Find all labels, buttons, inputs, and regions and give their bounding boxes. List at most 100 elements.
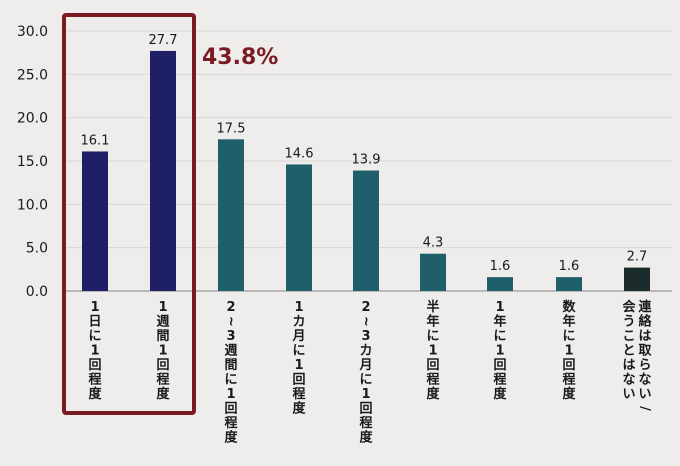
category-char: 日 <box>88 315 101 330</box>
category-char: 程 <box>88 373 101 388</box>
category-char: 週 <box>156 315 169 330</box>
category-char: 年 <box>493 314 506 330</box>
category-char: 間 <box>156 329 169 344</box>
category-char: 1 <box>294 300 303 315</box>
category-char: 程 <box>359 416 372 431</box>
data-label: 4.3 <box>423 236 444 251</box>
data-label: 1.6 <box>559 259 580 274</box>
category-char: 1 <box>495 300 504 315</box>
category-char: カ <box>359 344 372 359</box>
category-char: 程 <box>156 373 169 388</box>
y-tick-label: 5.0 <box>26 241 48 257</box>
category-char: 回 <box>292 373 305 388</box>
category-char: 度 <box>426 386 440 402</box>
category-char: に <box>359 373 372 388</box>
bar <box>420 253 446 291</box>
category-char: 1 <box>90 300 99 315</box>
category-char: 度 <box>493 386 507 402</box>
category-char: 1 <box>361 387 370 402</box>
category-char: 連 <box>638 299 652 315</box>
category-char: に <box>562 329 575 344</box>
y-tick-label: 30.0 <box>17 24 48 40</box>
category-char: 1 <box>564 344 573 359</box>
category-char: 3 <box>226 329 235 344</box>
bar <box>150 50 176 291</box>
category-char: は <box>638 329 651 344</box>
category-char: 取 <box>638 344 652 359</box>
highlight-group: 43.8% <box>62 13 278 415</box>
category-char: ~ <box>358 316 373 327</box>
category-char: に <box>224 373 237 388</box>
category-char: は <box>622 358 635 373</box>
y-tick-label: 25.0 <box>17 67 48 83</box>
category-char: 2 <box>361 300 370 315</box>
category-char: 回 <box>88 358 101 373</box>
category-char: 回 <box>224 402 237 417</box>
category-char: 度 <box>292 401 306 417</box>
data-label: 2.7 <box>627 250 648 265</box>
category-char: 数 <box>562 299 576 315</box>
highlight-callout: 43.8% <box>202 45 278 70</box>
y-tick-label: 10.0 <box>17 197 48 213</box>
data-label: 17.5 <box>217 121 246 136</box>
category-char: 年 <box>562 314 575 330</box>
bars <box>82 50 650 291</box>
category-char: 1 <box>294 358 303 373</box>
bar <box>286 164 312 291</box>
category-char: な <box>638 373 651 388</box>
category-char: 回 <box>493 358 506 373</box>
category-char: 1 <box>226 387 235 402</box>
data-label: 1.6 <box>490 259 511 274</box>
category-char: ~ <box>223 316 238 327</box>
bar <box>218 139 244 291</box>
category-char: 2 <box>226 300 235 315</box>
y-tick-label: 15.0 <box>17 154 48 170</box>
category-char: 程 <box>224 416 237 431</box>
category-char: 度 <box>224 430 238 446</box>
data-label: 27.7 <box>149 33 178 48</box>
category-char: 絡 <box>638 314 652 330</box>
category-char: 会 <box>622 299 636 315</box>
category-char: 月 <box>358 358 372 373</box>
category-char: と <box>622 344 635 359</box>
data-label: 14.6 <box>285 146 314 161</box>
category-char: 度 <box>156 386 170 402</box>
category-char: 度 <box>562 386 576 402</box>
category-char: な <box>622 373 635 388</box>
bar <box>556 277 582 291</box>
bar <box>353 170 379 291</box>
y-tick-label: 0.0 <box>26 284 48 300</box>
y-tick-label: 20.0 <box>17 111 48 127</box>
bar <box>624 267 650 291</box>
category-char: ら <box>638 358 651 373</box>
category-char: / <box>637 406 652 411</box>
category-char: う <box>622 315 635 330</box>
category-char: に <box>292 344 305 359</box>
category-char: い <box>622 387 635 402</box>
category-char: 程 <box>562 373 575 388</box>
category-char: 1 <box>158 300 167 315</box>
category-char: 程 <box>292 387 305 402</box>
y-axis: 0.0 5.0 10.0 15.0 20.0 25.0 30.0 <box>17 24 48 300</box>
category-char: カ <box>292 315 305 330</box>
category-char: 程 <box>493 373 506 388</box>
category-char: 3 <box>361 329 370 344</box>
category-char: 程 <box>426 373 439 388</box>
category-char: 1 <box>158 344 167 359</box>
category-char: 半 <box>426 299 439 315</box>
bar <box>82 151 108 291</box>
category-char: 1 <box>428 344 437 359</box>
category-char: 1 <box>90 344 99 359</box>
category-char: に <box>493 329 506 344</box>
value-labels: 16.1 27.7 17.5 14.6 13.9 4.3 1.6 1.6 2.7 <box>81 33 648 274</box>
category-char: 年 <box>426 314 439 330</box>
category-labels: 1日に1回程度1週間1回程度2~3週間に1回程度1カ月に1回程度2~3カ月に1回… <box>88 299 652 446</box>
